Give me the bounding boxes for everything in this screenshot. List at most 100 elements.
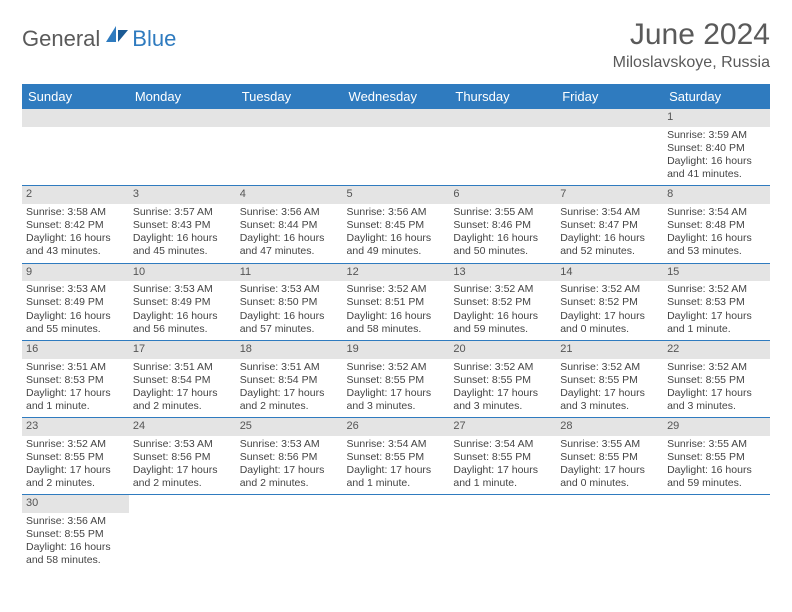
calendar-week-row: 2Sunrise: 3:58 AMSunset: 8:42 PMDaylight… [22,186,770,263]
sunset-text: Sunset: 8:55 PM [347,374,446,387]
day-details: Sunrise: 3:52 AMSunset: 8:55 PMDaylight:… [343,359,450,418]
daylight-text: Daylight: 17 hours and 1 minute. [667,310,766,336]
day-number: 23 [22,418,129,436]
sunrise-text: Sunrise: 3:55 AM [560,438,659,451]
calendar-cell: 16Sunrise: 3:51 AMSunset: 8:53 PMDayligh… [22,340,129,417]
calendar-cell: 15Sunrise: 3:52 AMSunset: 8:53 PMDayligh… [663,263,770,340]
sunrise-text: Sunrise: 3:55 AM [667,438,766,451]
sunset-text: Sunset: 8:55 PM [26,528,125,541]
daylight-text: Daylight: 17 hours and 2 minutes. [240,387,339,413]
sunrise-text: Sunrise: 3:52 AM [560,361,659,374]
day-number: 25 [236,418,343,436]
sunrise-text: Sunrise: 3:51 AM [240,361,339,374]
day-details: Sunrise: 3:54 AMSunset: 8:48 PMDaylight:… [663,204,770,263]
weekday-header: Friday [556,84,663,109]
sunset-text: Sunset: 8:55 PM [453,451,552,464]
page-header: General Blue June 2024 Miloslavskoye, Ru… [22,18,770,72]
calendar-cell [449,109,556,186]
calendar-cell: 25Sunrise: 3:53 AMSunset: 8:56 PMDayligh… [236,418,343,495]
calendar-cell: 6Sunrise: 3:55 AMSunset: 8:46 PMDaylight… [449,186,556,263]
sunset-text: Sunset: 8:55 PM [667,451,766,464]
sunrise-text: Sunrise: 3:53 AM [26,283,125,296]
daylight-text: Daylight: 16 hours and 43 minutes. [26,232,125,258]
day-number: 10 [129,264,236,282]
day-details: Sunrise: 3:55 AMSunset: 8:46 PMDaylight:… [449,204,556,263]
calendar-cell: 9Sunrise: 3:53 AMSunset: 8:49 PMDaylight… [22,263,129,340]
calendar-cell: 26Sunrise: 3:54 AMSunset: 8:55 PMDayligh… [343,418,450,495]
day-details: Sunrise: 3:51 AMSunset: 8:53 PMDaylight:… [22,359,129,418]
day-details: Sunrise: 3:56 AMSunset: 8:55 PMDaylight:… [22,513,129,572]
daylight-text: Daylight: 17 hours and 2 minutes. [133,387,232,413]
day-number: 22 [663,341,770,359]
calendar-cell: 19Sunrise: 3:52 AMSunset: 8:55 PMDayligh… [343,340,450,417]
day-details: Sunrise: 3:55 AMSunset: 8:55 PMDaylight:… [663,436,770,495]
calendar-cell: 29Sunrise: 3:55 AMSunset: 8:55 PMDayligh… [663,418,770,495]
day-number: 11 [236,264,343,282]
empty-day-bar [129,109,236,127]
sunset-text: Sunset: 8:48 PM [667,219,766,232]
daylight-text: Daylight: 17 hours and 3 minutes. [560,387,659,413]
calendar-week-row: 1Sunrise: 3:59 AMSunset: 8:40 PMDaylight… [22,109,770,186]
sunrise-text: Sunrise: 3:52 AM [667,283,766,296]
day-details: Sunrise: 3:52 AMSunset: 8:51 PMDaylight:… [343,281,450,340]
empty-day-bar [22,109,129,127]
sunset-text: Sunset: 8:43 PM [133,219,232,232]
day-details: Sunrise: 3:52 AMSunset: 8:53 PMDaylight:… [663,281,770,340]
sunrise-text: Sunrise: 3:56 AM [347,206,446,219]
calendar-cell: 23Sunrise: 3:52 AMSunset: 8:55 PMDayligh… [22,418,129,495]
empty-day-bar [343,109,450,127]
sunrise-text: Sunrise: 3:58 AM [26,206,125,219]
calendar-cell [129,109,236,186]
title-block: June 2024 Miloslavskoye, Russia [613,18,770,72]
sunrise-text: Sunrise: 3:54 AM [453,438,552,451]
calendar-body: 1Sunrise: 3:59 AMSunset: 8:40 PMDaylight… [22,109,770,572]
daylight-text: Daylight: 17 hours and 1 minute. [347,464,446,490]
sunrise-text: Sunrise: 3:52 AM [667,361,766,374]
sunset-text: Sunset: 8:53 PM [26,374,125,387]
day-number: 20 [449,341,556,359]
daylight-text: Daylight: 17 hours and 3 minutes. [667,387,766,413]
daylight-text: Daylight: 16 hours and 47 minutes. [240,232,339,258]
day-details: Sunrise: 3:51 AMSunset: 8:54 PMDaylight:… [236,359,343,418]
calendar-cell [343,109,450,186]
sunset-text: Sunset: 8:56 PM [133,451,232,464]
sunrise-text: Sunrise: 3:56 AM [26,515,125,528]
daylight-text: Daylight: 17 hours and 3 minutes. [347,387,446,413]
month-title: June 2024 [613,18,770,52]
calendar-cell [236,109,343,186]
calendar-cell: 22Sunrise: 3:52 AMSunset: 8:55 PMDayligh… [663,340,770,417]
day-number: 17 [129,341,236,359]
daylight-text: Daylight: 16 hours and 56 minutes. [133,310,232,336]
day-number: 16 [22,341,129,359]
day-number: 4 [236,186,343,204]
sunset-text: Sunset: 8:55 PM [560,374,659,387]
calendar-cell [663,495,770,572]
day-number: 19 [343,341,450,359]
day-number: 14 [556,264,663,282]
daylight-text: Daylight: 16 hours and 58 minutes. [347,310,446,336]
day-number: 6 [449,186,556,204]
calendar-cell: 21Sunrise: 3:52 AMSunset: 8:55 PMDayligh… [556,340,663,417]
day-number: 24 [129,418,236,436]
weekday-header: Saturday [663,84,770,109]
sunrise-text: Sunrise: 3:51 AM [26,361,125,374]
daylight-text: Daylight: 16 hours and 53 minutes. [667,232,766,258]
day-number: 3 [129,186,236,204]
sunset-text: Sunset: 8:55 PM [667,374,766,387]
daylight-text: Daylight: 17 hours and 0 minutes. [560,310,659,336]
day-details: Sunrise: 3:53 AMSunset: 8:49 PMDaylight:… [22,281,129,340]
daylight-text: Daylight: 17 hours and 2 minutes. [133,464,232,490]
calendar-cell: 8Sunrise: 3:54 AMSunset: 8:48 PMDaylight… [663,186,770,263]
daylight-text: Daylight: 16 hours and 45 minutes. [133,232,232,258]
sunrise-text: Sunrise: 3:57 AM [133,206,232,219]
sunset-text: Sunset: 8:46 PM [453,219,552,232]
daylight-text: Daylight: 17 hours and 2 minutes. [26,464,125,490]
weekday-header: Thursday [449,84,556,109]
sunset-text: Sunset: 8:54 PM [240,374,339,387]
day-details: Sunrise: 3:55 AMSunset: 8:55 PMDaylight:… [556,436,663,495]
daylight-text: Daylight: 16 hours and 49 minutes. [347,232,446,258]
day-details: Sunrise: 3:59 AMSunset: 8:40 PMDaylight:… [663,127,770,186]
calendar-week-row: 9Sunrise: 3:53 AMSunset: 8:49 PMDaylight… [22,263,770,340]
day-details: Sunrise: 3:52 AMSunset: 8:55 PMDaylight:… [663,359,770,418]
daylight-text: Daylight: 16 hours and 57 minutes. [240,310,339,336]
